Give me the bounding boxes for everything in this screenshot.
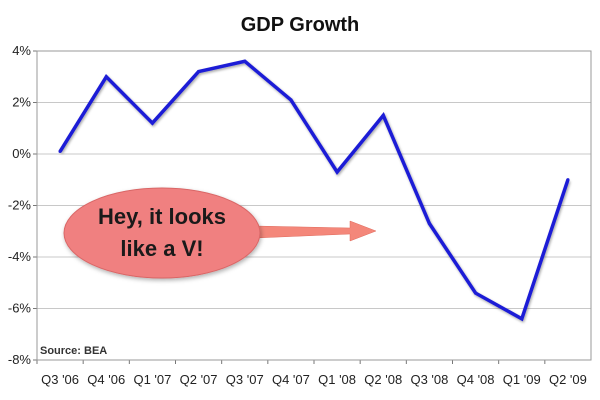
y-tick-label: -6% [8,301,32,316]
data-point [566,178,570,182]
data-point [104,75,108,79]
x-tick-label: Q4 '06 [87,372,125,387]
gdp-series-line [58,59,570,322]
annotation-text-line1: Hey, it looks [98,204,226,229]
plot-area-border [36,50,592,361]
data-point [381,113,385,117]
data-point [289,98,293,102]
x-tick-label: Q2 '07 [180,372,218,387]
x-tick-label: Q1 '08 [318,372,356,387]
chart-title: GDP Growth [241,14,360,36]
data-point [150,121,155,125]
y-tick-label: 4% [12,43,31,58]
data-point [473,291,478,295]
x-tick-label: Q3 '06 [41,372,79,387]
y-tick-label: 0% [12,146,31,161]
data-point [196,70,201,74]
x-tick-label: Q3 '07 [226,372,264,387]
x-tick-label: Q1 '09 [503,372,541,387]
x-tick-label: Q3 '08 [410,372,448,387]
y-tick-label: -4% [8,249,32,264]
x-axis-ticks: Q3 '06 Q4 '06 Q1 '07 Q2 '07 Q3 '07 Q4 '07 Q1 '… [36,360,587,387]
data-point [335,170,339,174]
x-tick-label: Q2 '08 [364,372,402,387]
data-point [520,317,524,321]
x-tick-label: Q4 '08 [457,372,495,387]
annotation-text-line2: like a V! [120,236,203,261]
x-tick-label: Q4 '07 [272,372,310,387]
annotation-arrow [254,220,377,242]
data-point [427,221,432,226]
data-point [58,149,62,154]
source-note: Source: BEA [40,345,107,357]
series-group [58,59,570,322]
data-point [243,59,247,63]
y-tick-label: -2% [8,198,32,213]
x-tick-label: Q1 '07 [133,372,171,387]
y-axis-ticks: 4% 2% 0% -2% -4% -6% -8% [8,43,37,367]
annotation-callout: Hey, it looks like a V! [63,187,377,279]
x-tick-label: Q2 '09 [549,372,587,387]
y-tick-label: 2% [12,95,31,110]
y-tick-label: -8% [8,352,32,367]
annotation-bubble [63,187,261,279]
